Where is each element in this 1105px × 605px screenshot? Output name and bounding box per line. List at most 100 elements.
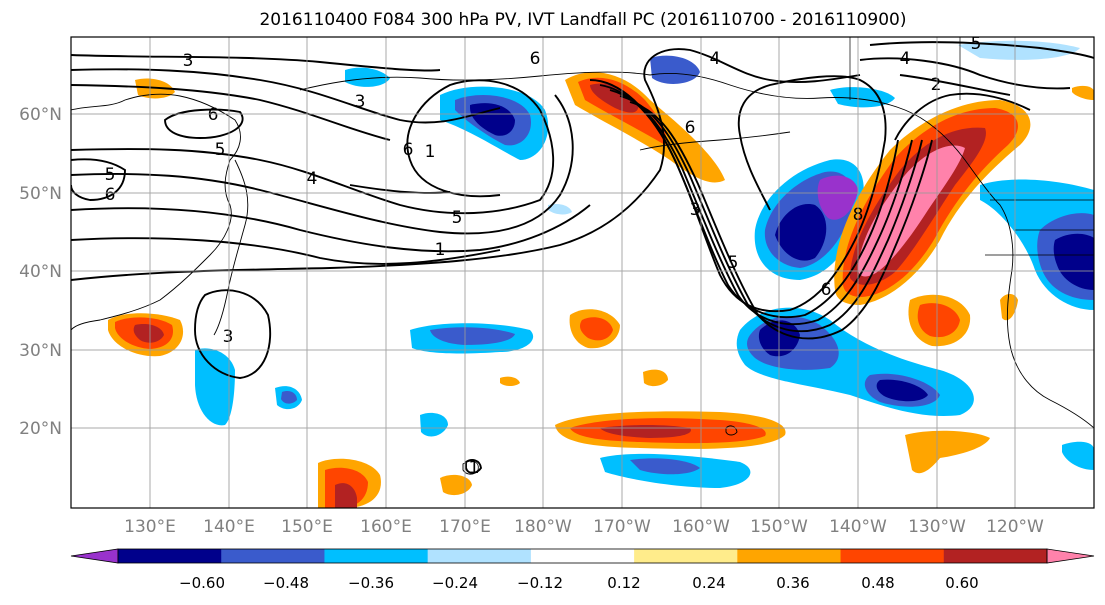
contour-label: 1 — [435, 240, 446, 260]
japan-coastline — [213, 159, 249, 336]
contour-label: 4 — [307, 169, 318, 189]
pv-contour-cutoff — [194, 289, 272, 379]
colorbar-extend-low — [70, 548, 119, 564]
negative-anomaly-small-2 — [650, 55, 700, 84]
lat-label: 60°N — [19, 105, 62, 125]
lon-label: 140°W — [829, 517, 887, 537]
contour-label: 5 — [215, 140, 226, 160]
negative-anomaly-east-corner — [1062, 441, 1094, 470]
contour-label: 6 — [105, 185, 116, 205]
colorbar-segment — [530, 549, 635, 563]
contour-label: 5 — [971, 34, 982, 54]
north-america-coastline — [649, 72, 1094, 429]
contour-label: 6 — [530, 49, 541, 69]
pv-contour-trough-5 — [629, 101, 933, 340]
lon-label: 120°W — [986, 517, 1044, 537]
lon-label: 140°E — [203, 517, 255, 537]
contour-label: 3 — [183, 51, 194, 71]
contour-label: 5 — [105, 165, 116, 185]
plot-title: 2016110400 F084 300 hPa PV, IVT Landfall… — [259, 10, 906, 30]
negative-anomaly-west-1 — [195, 348, 235, 426]
colorbar-tick-label: 0.24 — [692, 574, 725, 592]
colorbar-tick-label: −0.48 — [263, 574, 309, 592]
lon-label: 160°W — [672, 517, 730, 537]
contour-label: 4 — [710, 49, 721, 69]
colorbar — [70, 548, 1095, 564]
colorbar-tick-label: 0.36 — [776, 574, 809, 592]
lon-label: 150°W — [750, 517, 808, 537]
pv-contour-trough-4 — [619, 95, 923, 333]
contour-label: 3 — [223, 327, 234, 347]
lon-label: 130°W — [908, 517, 966, 537]
lat-label: 20°N — [19, 419, 62, 439]
colorbar-tick-label: 0.12 — [607, 574, 640, 592]
positive-anomaly-midpacific-1-core — [580, 317, 613, 341]
contour-label: 3 — [690, 200, 701, 220]
pv-contour-4c — [859, 57, 1071, 90]
contour-label-group: 3 6 5 6 6 5 3 4 6 1 5 1 3 6 4 3 5 6 8 4 … — [105, 34, 982, 478]
aleutian-coastline — [639, 131, 791, 151]
colorbar-segment — [324, 549, 429, 563]
negative-anomaly-south-hawaii-core — [630, 458, 700, 475]
colorbar-tick-label: 0.60 — [945, 574, 978, 592]
positive-anomaly-aleutian-center — [590, 83, 639, 113]
pv-contour-5b — [71, 94, 574, 235]
asia-coastline — [71, 93, 241, 331]
contour-label: 2 — [931, 75, 942, 95]
pv-contour-4a — [71, 84, 391, 141]
contour-label: 3 — [355, 92, 366, 112]
longitude-labels: 130°E 140°E 150°E 160°E 170°E 180°W 170°… — [124, 517, 1044, 537]
colorbar-tick-label: −0.60 — [179, 574, 225, 592]
colorbar-segment — [427, 549, 532, 563]
colorbar-tick-label: −0.24 — [432, 574, 478, 592]
positive-anomaly-japan-south-center — [133, 324, 164, 343]
contour-label: 6 — [403, 140, 414, 160]
negative-anomaly-small-1 — [345, 67, 390, 87]
colorbar-segment — [840, 549, 945, 563]
lon-label: 150°E — [281, 517, 333, 537]
lat-label: 30°N — [19, 341, 62, 361]
colorbar-tick-label: −0.36 — [348, 574, 394, 592]
colorbar-segment — [118, 549, 222, 563]
negative-anomaly-ne-pacific-center — [775, 204, 827, 261]
pv-contour-small — [465, 459, 482, 474]
gridlines — [71, 37, 1094, 508]
negative-anomaly-ne-pacific-min — [817, 175, 858, 220]
contour-label: 6 — [821, 280, 832, 300]
colorbar-tick-labels: −0.60 −0.48 −0.36 −0.24 −0.12 0.12 0.24 … — [179, 574, 979, 592]
colorbar-tick-label: −0.12 — [517, 574, 563, 592]
colorbar-segment — [943, 549, 1048, 563]
positive-anomaly-east-3 — [1000, 294, 1018, 321]
pv-contour-1 — [71, 48, 861, 281]
pv-contour-3 — [71, 54, 441, 72]
pv-contour-5c — [869, 41, 1094, 59]
positive-anomaly-east-1-core — [917, 303, 960, 338]
negative-anomaly-western-us-center — [1053, 233, 1094, 290]
lon-label: 180°W — [514, 517, 572, 537]
contour-label: 5 — [728, 253, 739, 273]
lon-label: 130°E — [124, 517, 176, 537]
contour-label: 1 — [425, 142, 436, 162]
latitude-labels: 60°N 50°N 40°N 30°N 20°N — [19, 105, 62, 439]
map-area: 3 6 5 6 6 5 3 4 6 1 5 1 3 6 4 3 5 6 8 4 … — [71, 34, 1094, 508]
positive-anomaly-south-4 — [500, 376, 520, 386]
lon-label: 170°W — [593, 517, 651, 537]
negative-anomaly-subtropical-east-2-center — [876, 379, 928, 402]
positive-anomaly-south-3 — [643, 369, 668, 387]
negative-anomaly-north-pacific-center — [470, 103, 515, 136]
negative-anomaly-small-3 — [548, 203, 572, 215]
colorbar-extend-high — [1046, 548, 1095, 564]
contour-label: 6 — [685, 118, 696, 138]
colorbar-segment — [737, 549, 842, 563]
negative-anomaly-west-3 — [420, 412, 448, 437]
negative-anomaly-ne-light — [958, 40, 1080, 60]
lat-label: 50°N — [19, 184, 62, 204]
pv-contour-5a — [71, 68, 501, 124]
map-frame — [70, 36, 1095, 509]
lat-label: 40°N — [19, 262, 62, 282]
positive-anomaly-east-2 — [905, 430, 990, 474]
pv-contour-cyclone-1 — [71, 79, 555, 215]
positive-anomaly-landfall-plume-max — [858, 145, 965, 277]
